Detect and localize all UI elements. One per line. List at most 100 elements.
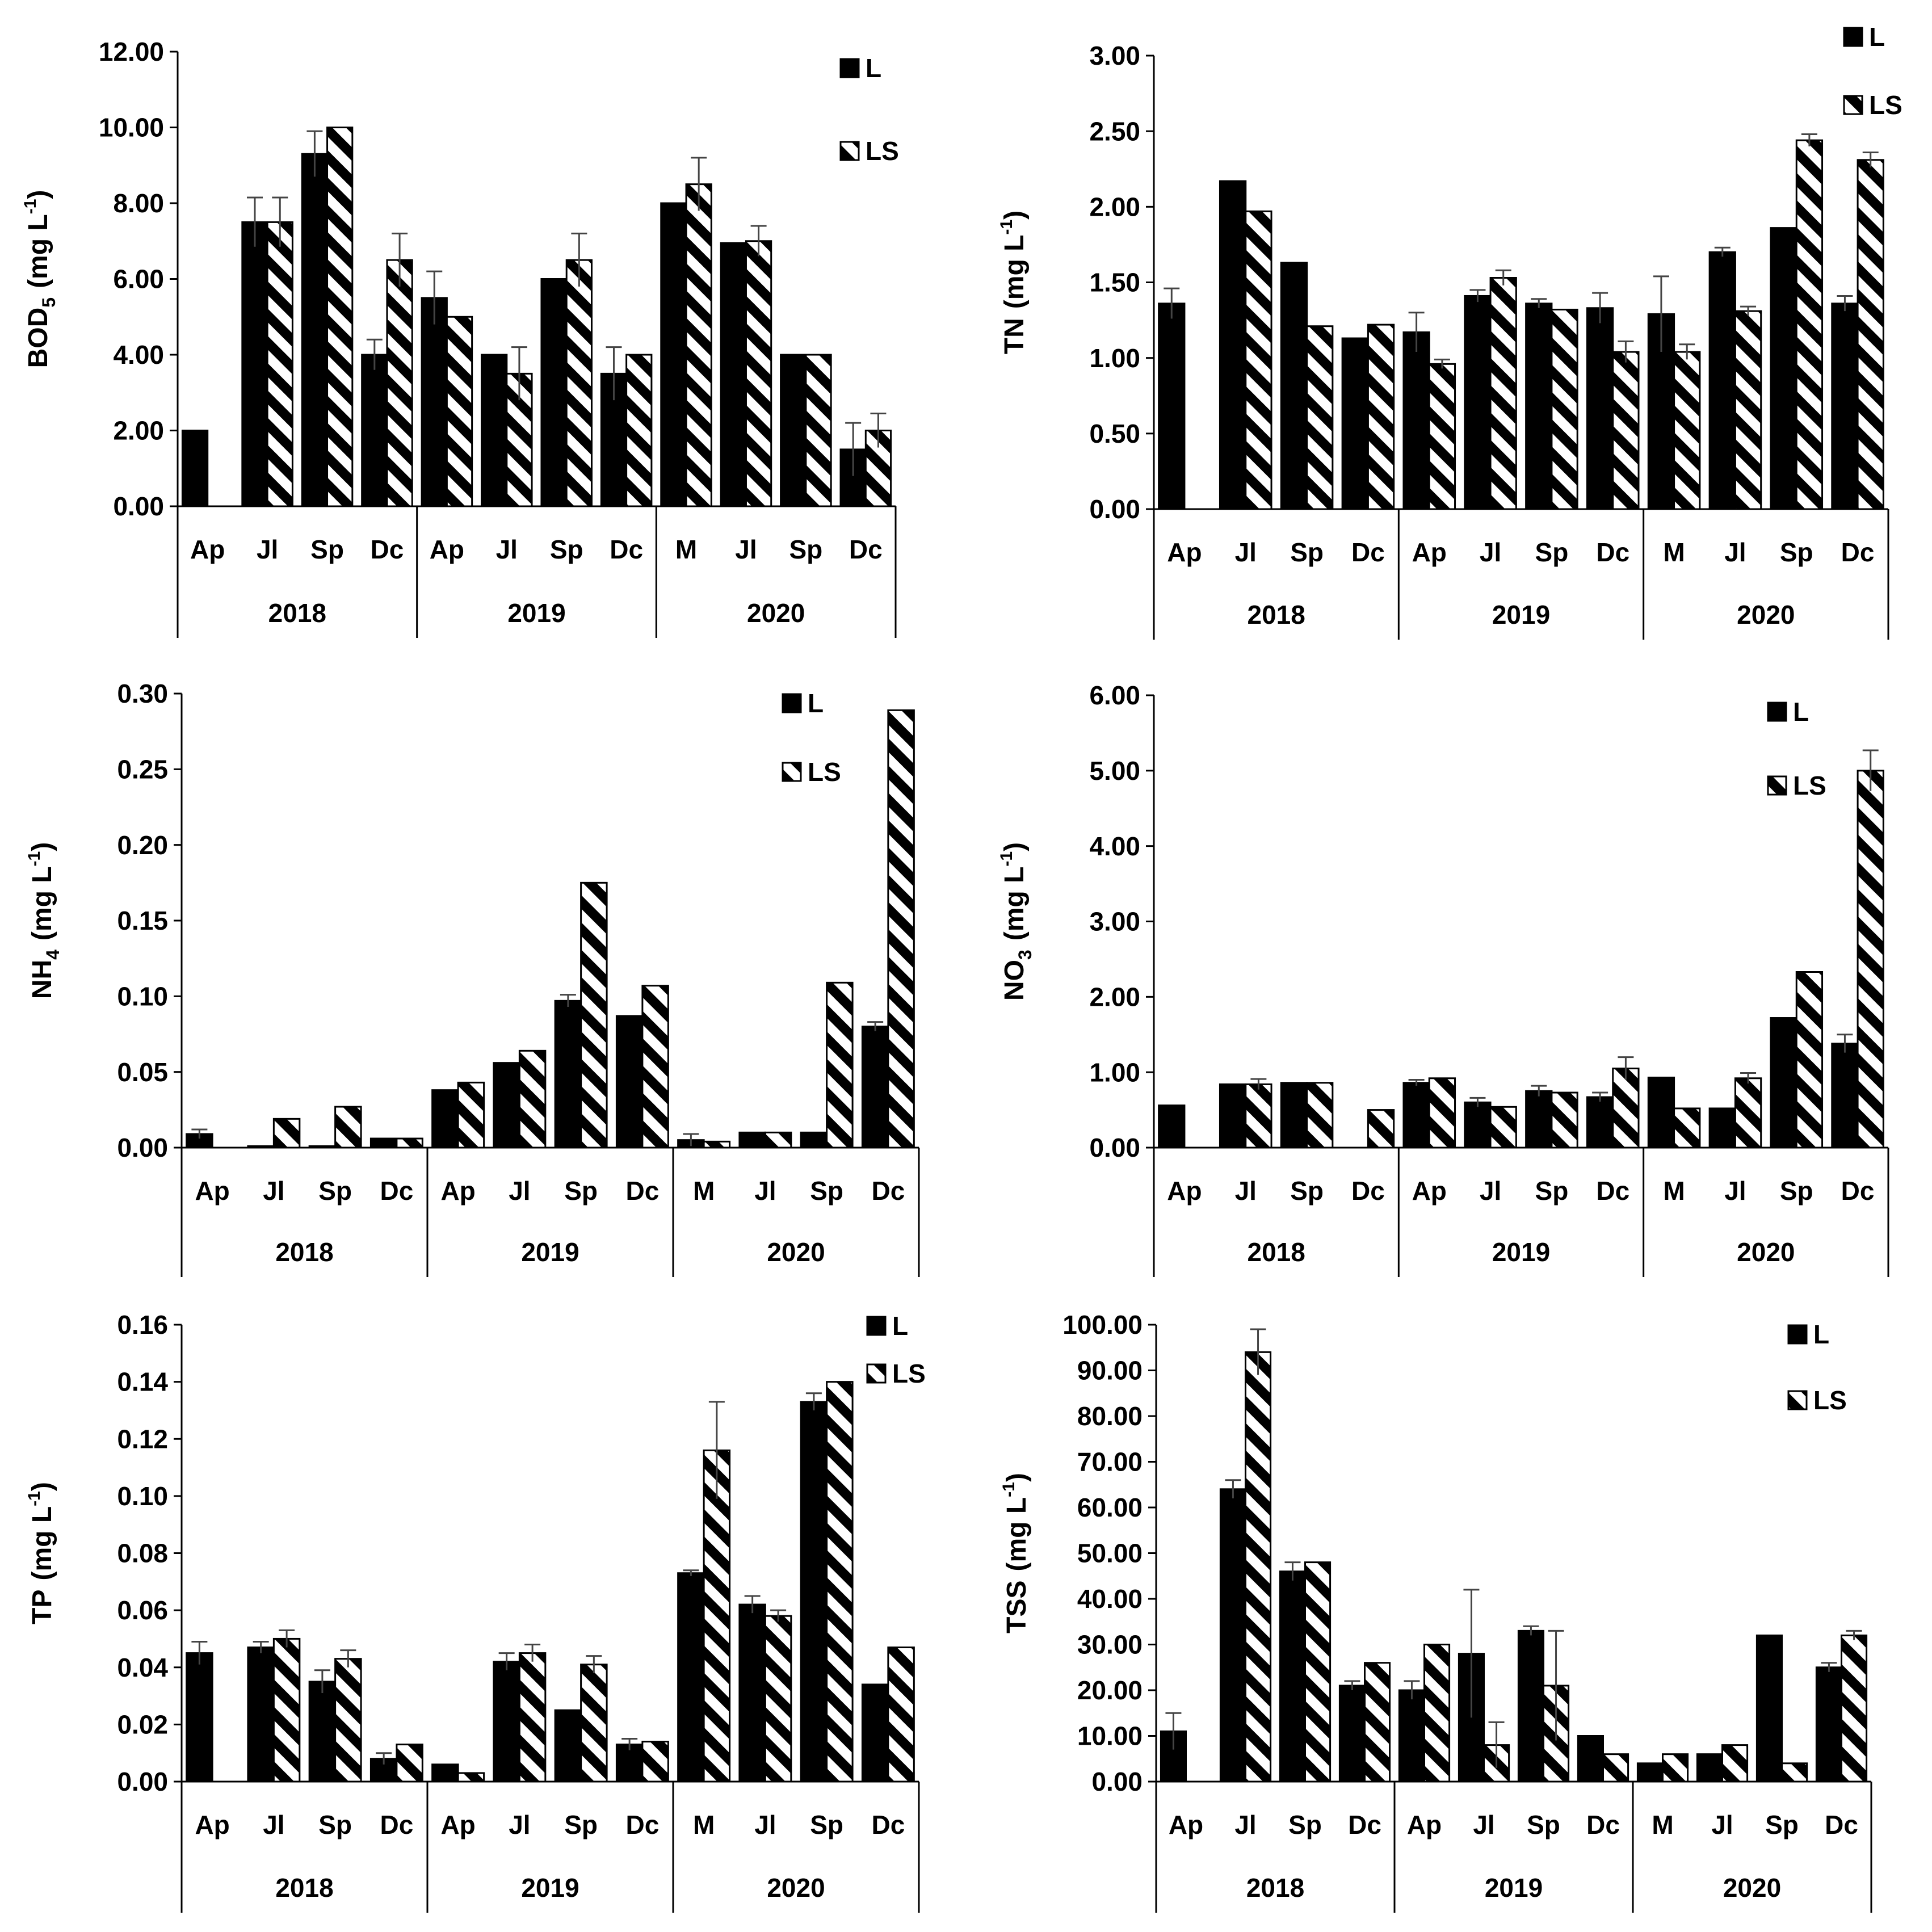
y-title-unit: (mg L [23, 214, 53, 288]
bar-l [369, 1137, 398, 1149]
y-tick-label: 0.50 [1089, 419, 1140, 448]
y-tick-label: 0.12 [117, 1424, 168, 1454]
legend-l-label: L [808, 688, 824, 718]
bar-l [247, 1145, 275, 1149]
bar-l [301, 153, 329, 507]
bar-l [554, 1709, 582, 1783]
legend-ls-label: LS [866, 136, 899, 166]
y-tick-label: 2.00 [1089, 192, 1140, 221]
y-axis-title: BOD5 (mg L-1) [21, 190, 59, 368]
y-tick-label: 0.30 [117, 679, 168, 708]
bar-ls [685, 183, 712, 507]
y-tick-label: 0.04 [117, 1653, 168, 1682]
y-tick-label: 0.25 [117, 754, 168, 784]
bar-l [1158, 303, 1186, 510]
category-label: Sp [810, 1810, 843, 1839]
bar-ls [266, 221, 293, 507]
bar-l [247, 1647, 275, 1783]
y-axis-title: NO3 (mg L-1) [997, 842, 1035, 1001]
year-label: 2018 [1246, 1873, 1304, 1902]
category-label: M [1663, 1176, 1685, 1206]
category-label: Sp [1288, 1810, 1322, 1839]
category-label: Jl [509, 1810, 530, 1839]
y-title-main: NO [999, 960, 1030, 1001]
bar-ls [386, 259, 413, 507]
category-label: Dc [1825, 1810, 1858, 1839]
bar-ls [745, 240, 772, 507]
category-label: Jl [496, 535, 518, 564]
chart-panel-4: 0.00 1.00 2.00 3.00 4.00 5.00 6.00 Ap Jl Sp Dc Ap Jl… [997, 681, 1889, 1277]
category-label: Ap [190, 535, 225, 564]
category-label: Dc [380, 1176, 413, 1206]
category-label: Jl [754, 1810, 776, 1839]
y-title-close: ) [27, 842, 57, 851]
y-title-unit: (mg L [27, 1506, 57, 1581]
y-axis-title: TSS (mg L-1) [999, 1473, 1032, 1633]
y-title-close: ) [23, 190, 53, 199]
category-label: Dc [610, 535, 643, 564]
category-label: M [1652, 1810, 1673, 1839]
bar-l [1398, 1689, 1425, 1783]
category-label: Ap [430, 535, 464, 564]
bar-l [1219, 1488, 1246, 1783]
bar-l [1341, 337, 1369, 510]
chart-panel-2: 0.00 0.50 1.00 1.50 2.00 2.50 3.00 Ap Jl Sp Dc Ap Jl… [997, 22, 1902, 640]
bar-l [1708, 1107, 1736, 1149]
bar-ls [1245, 1351, 1272, 1783]
bar-l [431, 1763, 459, 1783]
legend-ls-swatch [839, 141, 860, 161]
category-label: Dc [1596, 1176, 1629, 1206]
bar-l [660, 202, 687, 507]
y-title-superscript: -1 [999, 1482, 1018, 1497]
category-label: Sp [564, 1810, 598, 1839]
y-title-subscript: 5 [39, 297, 59, 308]
year-label: 2020 [1737, 600, 1795, 629]
y-title-subscript: 3 [1015, 950, 1035, 960]
legend-ls-swatch [866, 1363, 887, 1384]
year-label: 2018 [275, 1873, 333, 1902]
legend-l-swatch [1843, 27, 1863, 47]
legend-ls-label: LS [892, 1359, 926, 1388]
bar-ls [1602, 1753, 1629, 1783]
bar-l [186, 1652, 213, 1783]
bar-l [481, 354, 508, 507]
legend-ls-swatch [1787, 1390, 1808, 1410]
category-label: Dc [625, 1176, 659, 1206]
bar-l [431, 1089, 459, 1149]
y-tick-label: 20.00 [1077, 1675, 1143, 1705]
bar-ls [457, 1772, 485, 1783]
y-title-unit: (mg L [27, 866, 57, 940]
legend-l-label: L [866, 53, 881, 83]
bar-ls [1795, 139, 1824, 510]
y-tick-label: 40.00 [1077, 1584, 1143, 1614]
legend-ls-label: LS [808, 757, 841, 787]
legend-l-swatch [839, 58, 860, 78]
y-tick-label: 2.00 [113, 416, 164, 446]
category-label: Sp [1290, 537, 1324, 567]
bar-ls [826, 1381, 854, 1783]
category-label: Dc [1841, 537, 1875, 567]
bar-ls [580, 1664, 608, 1783]
bar-l [308, 1145, 337, 1149]
bar-ls [887, 709, 915, 1149]
category-label: Jl [257, 535, 278, 564]
bar-ls [446, 316, 473, 507]
bar-l [1402, 331, 1430, 510]
y-title-unit: (mg L [999, 235, 1030, 309]
y-tick-label: 0.00 [113, 492, 164, 521]
bar-l [1831, 1043, 1859, 1149]
y-tick-label: 4.00 [113, 340, 164, 369]
chart-panel-1: 0.00 2.00 4.00 6.00 8.00 10.00 12.00 Ap Jl Sp Dc Ap… [21, 37, 899, 638]
y-title-superscript: -1 [21, 199, 40, 215]
y-tick-label: 2.50 [1089, 116, 1140, 146]
bar-l [1586, 1096, 1614, 1149]
y-title-close: ) [1002, 1473, 1032, 1482]
bar-l [800, 1131, 828, 1149]
bar-l [1831, 303, 1859, 510]
year-label: 2020 [1723, 1873, 1781, 1902]
bar-ls [396, 1744, 423, 1783]
bar-l [421, 297, 448, 507]
category-label: Ap [440, 1810, 475, 1839]
category-label: Dc [1841, 1176, 1875, 1206]
bar-ls [1857, 159, 1884, 510]
